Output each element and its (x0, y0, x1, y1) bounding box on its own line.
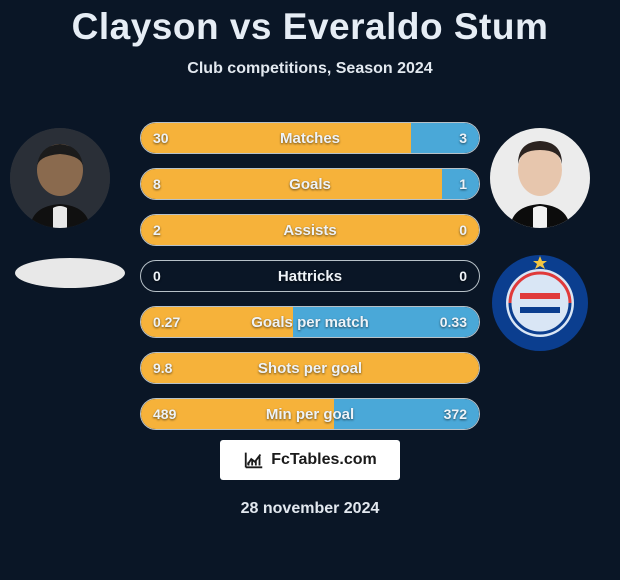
stat-label: Goals per match (141, 314, 479, 331)
stat-row: 303Matches (140, 122, 480, 154)
subtitle: Club competitions, Season 2024 (0, 60, 620, 78)
stat-row: 81Goals (140, 168, 480, 200)
stats-comparison: 303Matches 81Goals 20Assists 00Hattricks 0.2… (140, 122, 480, 444)
stat-label: Min per goal (141, 406, 479, 423)
player-left-avatar (10, 128, 110, 228)
stat-row: 20Assists (140, 214, 480, 246)
player-right-club-badge (490, 253, 590, 353)
page-title: Clayson vs Everaldo Stum (0, 0, 620, 48)
player-right-avatar (490, 128, 590, 228)
avatar-left-icon (10, 128, 110, 228)
stat-label: Shots per goal (141, 360, 479, 377)
avatar-right-icon (490, 128, 590, 228)
branding-text: FcTables.com (271, 451, 377, 469)
player-left-club-badge (15, 258, 125, 288)
stat-row: 489372Min per goal (140, 398, 480, 430)
club-badge-right-icon (490, 253, 590, 353)
stat-row: 0.270.33Goals per match (140, 306, 480, 338)
date-label: 28 november 2024 (0, 500, 620, 518)
stat-label: Goals (141, 176, 479, 193)
branding-badge: FcTables.com (220, 440, 400, 480)
stat-row: 9.8Shots per goal (140, 352, 480, 384)
stat-label: Matches (141, 130, 479, 147)
stat-label: Assists (141, 222, 479, 239)
stat-label: Hattricks (141, 268, 479, 285)
stat-row: 00Hattricks (140, 260, 480, 292)
chart-icon (243, 449, 265, 471)
